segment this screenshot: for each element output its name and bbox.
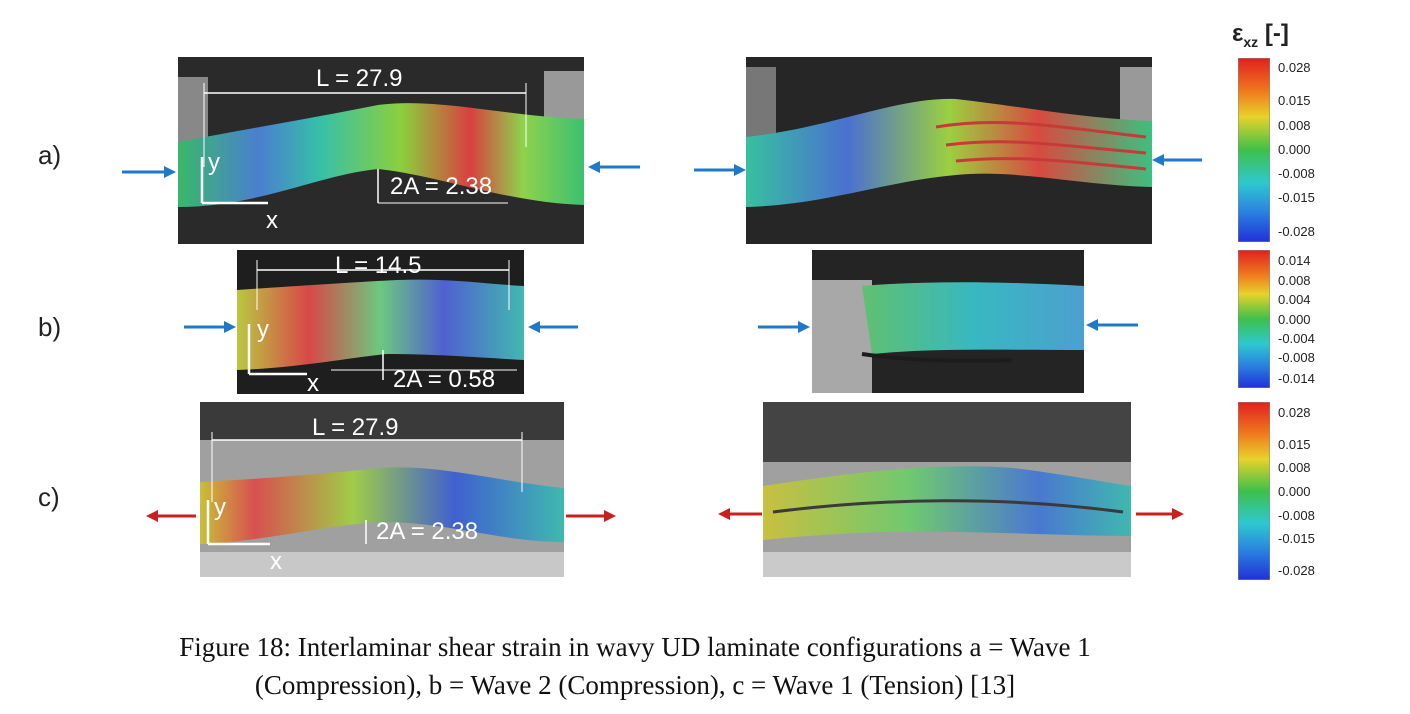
colorbar-c-tick-3: 0.000 [1278,484,1311,499]
caption-line-1: Figure 18: Interlaminar shear strain in … [179,632,1091,662]
load-arrow-c-right-1 [566,510,616,522]
load-arrow-b-right-1 [528,321,578,333]
panel-b-initial: L = 14.5 2A = 0.58 y x [237,250,524,394]
panel-a-initial: L = 27.9 2A = 2.38 y x [178,57,584,244]
load-arrow-a-right-1 [588,161,640,173]
axis-y-label-c: y [214,494,226,521]
colorbar-c-tick-1: 0.015 [1278,437,1311,452]
axis-x-label-b: x [307,370,319,394]
load-arrow-b-left-2 [758,321,810,333]
load-arrow-b-left-1 [184,321,236,333]
figure-caption: Figure 18: Interlaminar shear strain in … [0,628,1270,704]
colorbar-b-tick-1: 0.008 [1278,273,1311,288]
colorbar-b-tick-2: 0.004 [1278,292,1311,307]
panel-c-deformed [763,402,1131,577]
load-arrow-a-right-2 [1152,154,1202,166]
panel-b-deformed-image [812,250,1084,393]
colorbar-c-tick-6: -0.028 [1278,563,1315,578]
colorbar-b-tick-0: 0.014 [1278,253,1311,268]
panel-c-initial: L = 27.9 2A = 2.38 y x [200,402,564,577]
load-arrow-b-right-2 [1086,319,1138,331]
colorbar-a-tick-2: 0.008 [1278,118,1311,133]
axis-y-label-b: y [257,316,269,343]
axis-x-label-c: x [270,548,282,575]
colorbar-c [1238,402,1270,580]
colorbar-a-tick-5: -0.015 [1278,190,1315,205]
load-arrow-a-left-1 [122,166,176,178]
colorbar-c-tick-4: -0.008 [1278,508,1315,523]
panel-c-initial-image [200,402,564,577]
amplitude-label-b: 2A = 0.58 [393,366,496,393]
amplitude-label-a: 2A = 2.38 [390,173,493,200]
length-label-b: L = 14.5 [335,252,422,279]
colorbar-a-tick-6: -0.028 [1278,224,1315,239]
axis-x-label-a: x [266,207,278,234]
colorbar-b-tick-6: -0.014 [1278,371,1315,386]
caption-line-2: (Compression), b = Wave 2 (Compression),… [254,670,1016,700]
panel-a-initial-image [178,57,584,244]
panel-a-deformed-image [746,57,1152,244]
colorbar-a-tick-3: 0.000 [1278,142,1311,157]
length-label-a: L = 27.9 [316,65,403,92]
colorbar-a-tick-4: -0.008 [1278,166,1315,181]
colorbar-a-tick-1: 0.015 [1278,93,1311,108]
panel-c-deformed-image [763,402,1131,577]
colorbar-a-tick-0: 0.028 [1278,60,1311,75]
colorbar-b-tick-3: 0.000 [1278,312,1311,327]
axis-y-label-a: y [208,149,220,176]
colorbar-c-tick-5: -0.015 [1278,531,1315,546]
colorbar-b [1238,250,1270,388]
colorbar-b-tick-5: -0.008 [1278,350,1315,365]
colorbar-a [1238,58,1270,242]
row-label-c: c) [38,482,60,512]
load-arrow-a-left-2 [694,164,746,176]
load-arrow-c-left-2 [718,508,762,520]
load-arrow-c-right-2 [1136,508,1184,520]
colorbar-c-tick-2: 0.008 [1278,460,1311,475]
colorbar-b-tick-4: -0.004 [1278,331,1315,346]
colorbar-c-tick-0: 0.028 [1278,405,1311,420]
amplitude-label-c: 2A = 2.38 [376,518,479,545]
colorbar-title: εxz [-] [1232,20,1289,50]
panel-b-initial-image [237,250,524,394]
load-arrow-c-left-1 [146,510,196,522]
panel-b-deformed [812,250,1084,393]
length-label-c: L = 27.9 [312,414,399,441]
row-label-a: a) [38,140,62,170]
row-label-b: b) [38,312,62,342]
panel-a-deformed [746,57,1152,244]
